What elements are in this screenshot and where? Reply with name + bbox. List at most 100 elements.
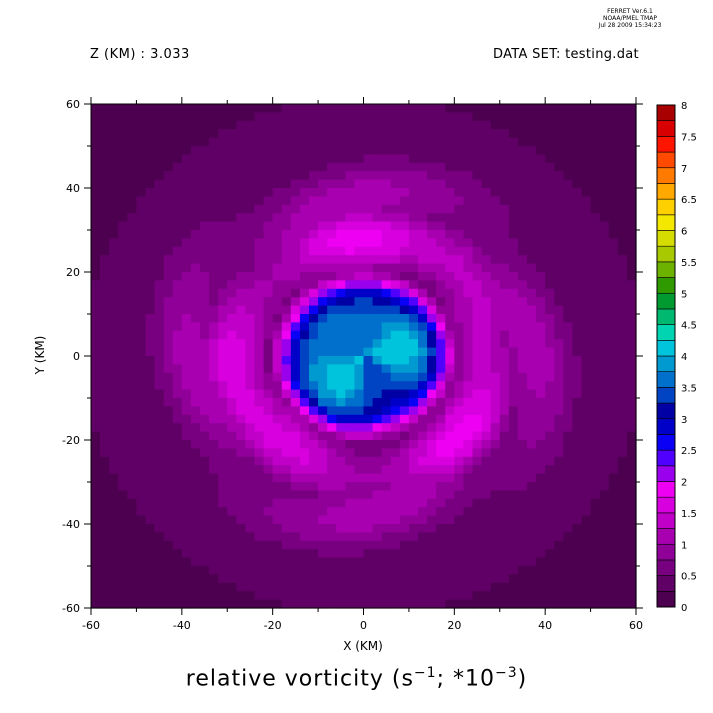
heatmap-cell <box>545 112 555 122</box>
heatmap-cell <box>408 448 419 458</box>
heatmap-cell <box>399 322 410 332</box>
heatmap-cell <box>254 532 265 542</box>
heatmap-cell <box>200 440 210 449</box>
heatmap-cell <box>381 263 392 273</box>
heatmap-cell <box>318 364 328 374</box>
heatmap-cell <box>427 146 437 155</box>
heatmap-cell <box>172 423 183 433</box>
colorbar-swatch <box>656 261 676 278</box>
heatmap-cell <box>445 120 455 130</box>
heatmap-cell <box>236 196 247 206</box>
heatmap-cell <box>145 540 156 550</box>
heatmap-cell <box>545 162 555 172</box>
heatmap-cell <box>481 557 492 567</box>
heatmap-cell <box>472 574 483 584</box>
heatmap-cell <box>536 389 546 399</box>
heatmap-cell <box>227 246 237 256</box>
heatmap-cell <box>581 330 592 340</box>
heatmap-cell <box>91 230 101 239</box>
heatmap-cell <box>408 591 419 601</box>
heatmap-cell <box>445 288 455 298</box>
heatmap-cell <box>572 532 583 542</box>
heatmap-cell <box>354 339 365 349</box>
heatmap-cell <box>154 364 165 374</box>
heatmap-cell <box>345 154 356 164</box>
heatmap-cell <box>227 515 237 525</box>
heatmap-cell <box>100 414 110 424</box>
heatmap-cell <box>354 456 365 466</box>
heatmap-cell <box>254 129 265 139</box>
heatmap-cell <box>290 314 301 323</box>
colorbar-label: 4 <box>681 352 687 363</box>
heatmap-cell <box>154 389 165 399</box>
heatmap-cell <box>281 263 292 273</box>
heatmap-cell <box>236 490 247 500</box>
heatmap-cell <box>154 549 165 559</box>
heatmap-cell <box>427 431 437 441</box>
heatmap-cell <box>290 507 301 517</box>
heatmap-cell <box>508 188 519 197</box>
heatmap-cell <box>127 238 138 248</box>
heatmap-cell <box>418 465 428 475</box>
heatmap-cell <box>200 330 210 340</box>
heatmap-cell <box>345 557 356 567</box>
heatmap-cell <box>499 532 510 542</box>
heatmap-cell <box>372 549 383 559</box>
heatmap-cell <box>336 372 346 382</box>
heatmap-cell <box>354 557 365 567</box>
heatmap-cell <box>336 171 346 181</box>
heatmap-cell <box>445 398 455 407</box>
heatmap-cell <box>508 129 519 139</box>
heatmap-cell <box>581 154 592 164</box>
heatmap-cell <box>408 104 419 113</box>
heatmap-cell <box>336 230 346 239</box>
heatmap-cell <box>363 356 374 365</box>
heatmap-cell <box>309 448 319 458</box>
heatmap-cell <box>590 297 601 307</box>
heatmap-cell <box>527 532 537 542</box>
heatmap-cell <box>626 162 637 172</box>
heatmap-cell <box>545 297 555 307</box>
heatmap-cell <box>127 263 138 273</box>
heatmap-cell <box>581 288 592 298</box>
heatmap-cell <box>418 448 428 458</box>
heatmap-cell <box>381 213 392 223</box>
heatmap-cell <box>118 246 128 256</box>
heatmap-cell <box>372 280 383 290</box>
heatmap-cell <box>581 389 592 399</box>
heatmap-cell <box>354 137 365 147</box>
heatmap-cell <box>608 381 619 391</box>
heatmap-cell <box>290 137 301 147</box>
heatmap-cell <box>209 297 219 307</box>
heatmap-cell <box>427 196 437 206</box>
heatmap-cell <box>536 532 546 542</box>
heatmap-cell <box>608 414 619 424</box>
heatmap-cell <box>236 238 247 248</box>
heatmap-cell <box>136 162 147 172</box>
colorbar-swatch <box>656 324 676 341</box>
heatmap-cell <box>318 507 328 517</box>
heatmap-cell <box>163 322 174 332</box>
heatmap-cell <box>472 431 483 441</box>
heatmap-cell <box>281 154 292 164</box>
heatmap-cell <box>445 154 455 164</box>
heatmap-cell <box>390 339 401 349</box>
heatmap-cell <box>327 196 337 206</box>
heatmap-cell <box>127 154 138 164</box>
heatmap-cell <box>617 204 628 214</box>
heatmap-cell <box>372 414 383 424</box>
heatmap-cell <box>299 238 310 248</box>
heatmap-cell <box>427 582 437 592</box>
heatmap-cell <box>236 213 247 223</box>
heatmap-cell <box>527 566 537 575</box>
heatmap-cell <box>436 549 446 559</box>
heatmap-cell <box>436 179 446 189</box>
heatmap-cell <box>200 507 210 517</box>
heatmap-cell <box>508 532 519 542</box>
heatmap-cell <box>372 305 383 315</box>
heatmap-cell <box>236 599 247 609</box>
heatmap-cell <box>118 524 128 533</box>
heatmap-cell <box>190 171 201 181</box>
heatmap-cell <box>354 490 365 500</box>
heatmap-cell <box>236 314 247 323</box>
